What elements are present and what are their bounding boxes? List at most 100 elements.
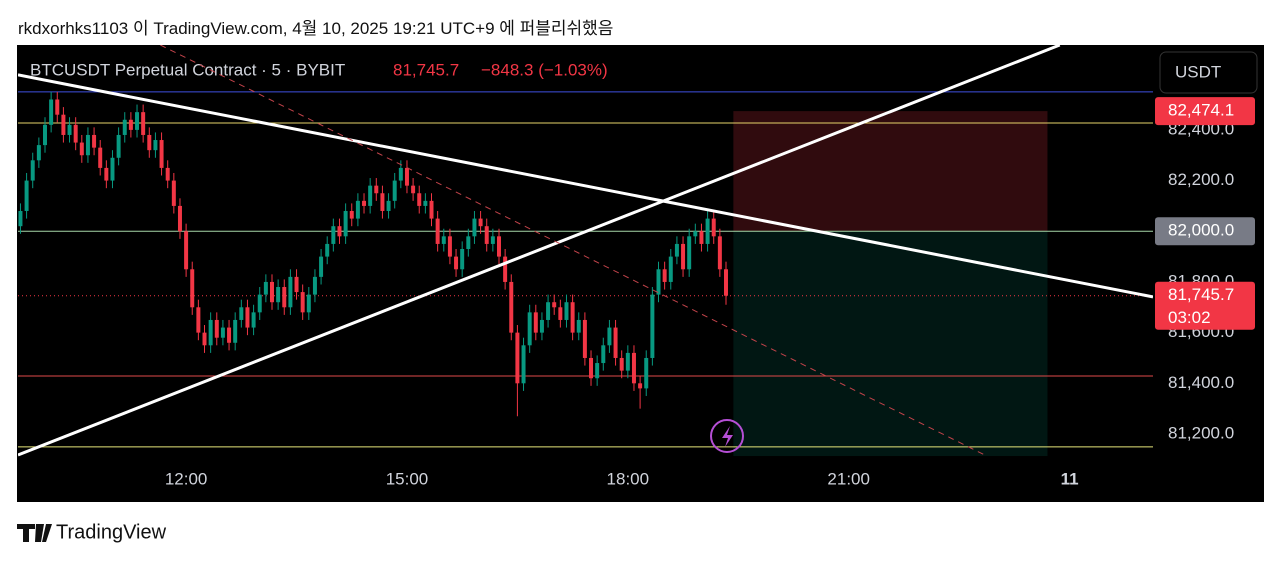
- candle-body: [312, 276, 317, 295]
- candle-body: [214, 319, 219, 338]
- candle-body: [601, 345, 606, 364]
- candle-body: [447, 236, 452, 257]
- candle-body: [724, 269, 728, 296]
- candle-body: [355, 200, 360, 219]
- candle-body: [546, 302, 551, 320]
- candle-body: [429, 200, 434, 219]
- candle-body: [478, 218, 483, 227]
- candle-body: [570, 302, 575, 333]
- candle-body: [270, 281, 274, 303]
- candle-body: [515, 332, 520, 384]
- candle-body: [294, 276, 299, 293]
- candle-body: [564, 302, 569, 320]
- candle-body: [539, 319, 544, 333]
- candle-body: [337, 226, 342, 237]
- candle-body: [49, 99, 54, 125]
- candle-body: [668, 256, 673, 282]
- candle-body: [582, 319, 587, 358]
- candle-body: [589, 357, 594, 379]
- candle-body: [533, 312, 538, 333]
- candle-body: [687, 236, 692, 270]
- candle-body: [85, 134, 90, 156]
- y-tick-label: 81,200.0: [1168, 423, 1234, 442]
- candle-body: [92, 134, 97, 148]
- candle-body: [674, 243, 679, 257]
- candle-body: [638, 383, 643, 389]
- chart-bg: [17, 45, 1264, 502]
- change-text: −848.3 (−1.03%): [481, 60, 608, 79]
- last-price-label: 81,745.7: [1168, 285, 1234, 304]
- candle-body: [472, 218, 477, 237]
- candle-body: [349, 210, 354, 219]
- candle-body: [61, 114, 66, 135]
- candle-body: [509, 281, 514, 333]
- candle-body: [595, 363, 600, 379]
- trendline: [18, 45, 1061, 457]
- candle-body: [699, 231, 704, 244]
- candle-body: [104, 167, 109, 181]
- candle-body: [245, 307, 250, 328]
- candle-body: [98, 147, 103, 168]
- candle-body: [227, 327, 232, 343]
- candle-body: [644, 357, 649, 389]
- candle-body: [607, 327, 612, 346]
- candle-body: [681, 243, 686, 270]
- x-tick-label: 11: [1061, 469, 1079, 488]
- x-tick-label: 21:00: [827, 469, 870, 488]
- candle-body: [202, 332, 207, 346]
- candle-body: [30, 160, 35, 181]
- candle-body: [441, 236, 446, 244]
- candle-body: [417, 193, 422, 206]
- candle-body: [276, 287, 281, 303]
- candle-body: [73, 124, 78, 143]
- position-entry-label-bg: [1155, 217, 1255, 246]
- candle-body: [135, 112, 140, 130]
- candle-body: [67, 124, 72, 135]
- candle-body: [625, 352, 630, 371]
- candle-body: [165, 167, 170, 181]
- candle-body: [159, 140, 164, 168]
- candle-body: [153, 140, 158, 151]
- candle-body: [521, 345, 526, 384]
- chart-title: BTCUSDT Perpetual Contract · 5 · BYBIT: [30, 60, 345, 79]
- candle-body: [558, 307, 563, 320]
- currency-button[interactable]: [1159, 51, 1258, 94]
- candle-body: [263, 281, 268, 295]
- x-tick-label: 18:00: [607, 469, 650, 488]
- candle-body: [325, 243, 330, 257]
- candle-body: [190, 269, 195, 308]
- candle-body: [693, 231, 698, 237]
- candle-body: [208, 319, 213, 346]
- candle-body: [43, 124, 47, 146]
- candle-body: [55, 99, 60, 115]
- candle-body: [171, 180, 176, 206]
- candle-body: [423, 200, 428, 206]
- x-tick-label: 15:00: [386, 469, 429, 488]
- candle-body: [147, 134, 152, 151]
- candle-body: [141, 112, 146, 135]
- candle-body: [128, 119, 133, 130]
- candle-body: [319, 256, 324, 277]
- candle-body: [576, 319, 581, 333]
- candle-body: [650, 294, 655, 358]
- position-entry-label: 82,000.0: [1168, 221, 1234, 240]
- candle-body: [490, 236, 495, 244]
- candle-body: [233, 319, 238, 343]
- candle-body: [497, 236, 501, 257]
- candle-body: [177, 205, 182, 232]
- position-top-label-bg: [1155, 97, 1255, 126]
- candle-body: [239, 307, 244, 320]
- candle-body: [454, 256, 459, 270]
- currency[interactable]: USDT: [1175, 62, 1221, 81]
- candle-body: [435, 218, 440, 244]
- candle-body: [374, 185, 379, 194]
- candle-body: [398, 167, 403, 181]
- candle-body: [662, 269, 667, 282]
- candle-body: [717, 236, 722, 270]
- y-tick-label: 81,400.0: [1168, 373, 1234, 392]
- candle-body: [619, 357, 624, 371]
- candle-body: [552, 302, 557, 308]
- position-profit: [733, 231, 1048, 457]
